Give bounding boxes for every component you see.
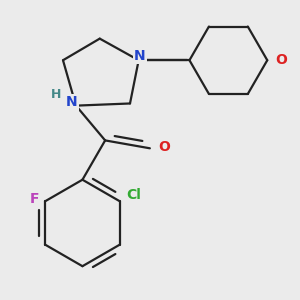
Text: N: N [66, 95, 77, 110]
Text: O: O [158, 140, 170, 154]
Text: Cl: Cl [127, 188, 141, 202]
Text: F: F [29, 192, 39, 206]
Text: N: N [134, 49, 146, 63]
Text: O: O [275, 53, 287, 67]
Text: H: H [51, 88, 62, 101]
